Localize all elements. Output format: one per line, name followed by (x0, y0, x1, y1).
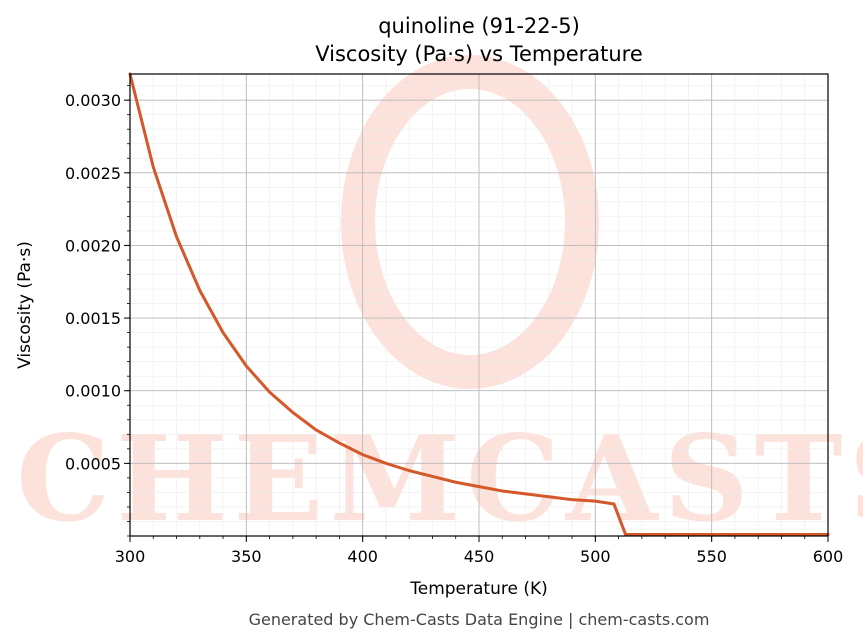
x-axis-label: Temperature (K) (409, 579, 548, 599)
chart-subtitle: Viscosity (Pa·s) vs Temperature (315, 42, 643, 66)
y-tick-label: 0.0030 (65, 91, 121, 110)
y-tick-label: 0.0025 (65, 164, 121, 183)
y-tick-label: 0.0015 (65, 309, 121, 328)
y-tick-label: 0.0020 (65, 236, 121, 255)
x-tick-label: 350 (231, 547, 262, 566)
x-tick-label: 550 (696, 547, 727, 566)
x-tick-label: 600 (813, 547, 844, 566)
series-line (128, 72, 830, 537)
y-tick-label: 0.0005 (65, 454, 121, 473)
x-axis: 300 350 400 450 500 550 600 (115, 536, 844, 566)
x-tick-label: 500 (580, 547, 611, 566)
watermark-logo-icon (341, 55, 599, 389)
x-tick-label: 300 (115, 547, 146, 566)
y-axis: 0.0005 0.0010 0.0015 0.0020 0.0025 0.0030 (65, 85, 130, 537)
y-tick-label: 0.0010 (65, 382, 121, 401)
watermark: CHEMCASTS (16, 55, 863, 548)
y-axis-label: Viscosity (Pa·s) (15, 241, 35, 369)
series-layer (128, 72, 830, 537)
chart-title: quinoline (91-22-5) (378, 14, 580, 38)
x-tick-label: 450 (464, 547, 495, 566)
footer-credit: Generated by Chem-Casts Data Engine | ch… (249, 610, 710, 629)
x-tick-label: 400 (347, 547, 378, 566)
